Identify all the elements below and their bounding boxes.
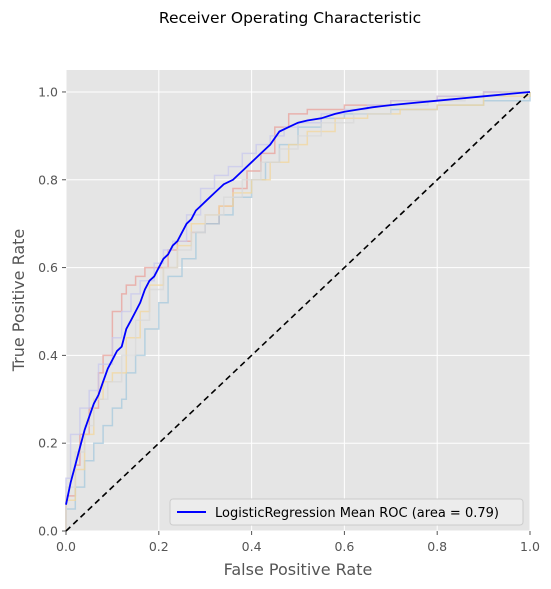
x-tick-labels: 0.0 0.2 0.4 0.6 0.8 1.0 (56, 531, 540, 554)
mean-roc-curve (65, 91, 531, 505)
fold-roc-curve (65, 91, 530, 531)
fold-roc-curve (65, 91, 530, 531)
x-tick-label: 1.0 (520, 539, 540, 554)
legend-box (169, 498, 524, 526)
roc-curves (65, 91, 531, 532)
y-tick-label: 0.6 (38, 260, 58, 275)
x-tick-label: 0.4 (242, 539, 262, 554)
y-axis-label: True Positive Rate (9, 229, 28, 373)
y-tick-label: 0.0 (38, 524, 58, 539)
y-tick-label: 0.4 (38, 348, 58, 363)
legend-label-mean-roc: LogisticRegression Mean ROC (area = 0.79… (215, 506, 499, 521)
y-tick-label: 0.8 (38, 172, 58, 187)
x-tick-label: 0.0 (56, 539, 76, 554)
x-axis-label: False Positive Rate (224, 560, 373, 579)
y-tick-label: 0.2 (38, 436, 58, 451)
x-tick-label: 0.6 (334, 539, 354, 554)
x-tick-label: 0.2 (149, 539, 169, 554)
chart-title: Receiver Operating Characteristic (159, 9, 421, 27)
x-tick-label: 0.8 (427, 539, 447, 554)
chance-diagonal-line (65, 91, 531, 532)
legend: LogisticRegression Mean ROC (area = 0.79… (169, 498, 524, 526)
y-tick-labels: 0.0 0.2 0.4 0.6 0.8 1.0 (38, 84, 66, 539)
y-tick-label: 1.0 (38, 84, 58, 99)
